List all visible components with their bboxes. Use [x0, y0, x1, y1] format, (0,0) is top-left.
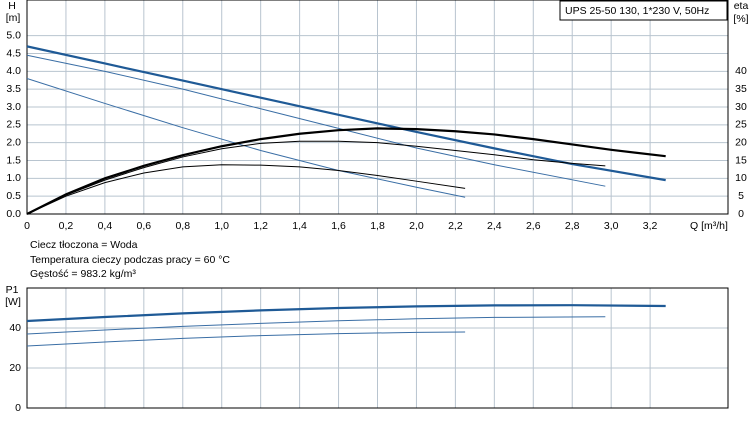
note: Ciecz tłoczona = Woda [30, 239, 138, 251]
y2-axis-label: eta [734, 0, 749, 12]
curve [26, 45, 666, 182]
x-tick-label: 1,2 [253, 220, 268, 232]
x-tick-label: 0,6 [137, 220, 152, 232]
x-tick-label: 3,2 [643, 220, 658, 232]
x-tick-label: 2,6 [526, 220, 541, 232]
curve [26, 164, 466, 215]
x-tick-label: 0 [24, 220, 30, 232]
curve [26, 54, 606, 187]
legend-box [559, 0, 728, 21]
y-tick-label: 0.0 [6, 208, 21, 220]
y-tick-label: 2.0 [6, 136, 21, 148]
y-tick-label: 4.0 [6, 65, 21, 77]
y-tick-label: 20 [9, 362, 21, 374]
x-tick-label: 2,8 [565, 220, 580, 232]
y-axis-unit: [W] [5, 296, 21, 308]
x-tick-label: 0,2 [59, 220, 74, 232]
y-tick-label: 5.0 [6, 29, 21, 41]
y-tick-label: 0 [15, 402, 21, 414]
y2-tick-label: 0 [738, 208, 744, 220]
x-tick-label: 1,4 [292, 220, 307, 232]
plot-border [26, 287, 729, 409]
y2-tick-label: 10 [735, 172, 747, 184]
curve [26, 304, 666, 323]
y-tick-label: 4.5 [6, 47, 21, 59]
y-tick-label: 3.0 [6, 101, 21, 113]
y-axis-label: H [8, 0, 16, 12]
y-tick-label: 40 [9, 322, 21, 334]
chart-title: UPS 25-50 130, 1*230 V, 50Hz [565, 5, 709, 17]
plot-border [26, 0, 729, 215]
y-axis-label: P1 [6, 284, 19, 296]
y-tick-label: 1.5 [6, 154, 21, 166]
curve [26, 140, 606, 215]
curve [26, 316, 606, 335]
x-tick-label: 0,4 [98, 220, 113, 232]
x-tick-label: 1,0 [214, 220, 229, 232]
y-axis-unit: [m] [6, 12, 21, 24]
y-tick-label: 2.5 [6, 119, 21, 131]
curve [26, 127, 666, 215]
curve [26, 77, 466, 198]
y2-tick-label: 30 [735, 101, 747, 113]
curve [26, 331, 466, 347]
y-tick-label: 0.5 [6, 190, 21, 202]
x-tick-label: 0,8 [175, 220, 190, 232]
x-tick-label: 2,2 [448, 220, 463, 232]
y2-tick-label: 25 [735, 119, 747, 131]
y2-axis-unit: [%] [733, 13, 748, 25]
note: Temperatura cieczy podczas pracy = 60 °C [30, 254, 230, 266]
x-tick-label: 1,6 [331, 220, 346, 232]
y-tick-label: 3.5 [6, 83, 21, 95]
y2-tick-label: 5 [738, 190, 744, 202]
x-axis-label: Q [m³/h] [690, 220, 728, 232]
y2-tick-label: 35 [735, 83, 747, 95]
y2-tick-label: 20 [735, 136, 747, 148]
y2-tick-label: 15 [735, 154, 747, 166]
x-tick-label: 2,4 [487, 220, 502, 232]
y-tick-label: 1.0 [6, 172, 21, 184]
note: Gęstość = 983.2 kg/m³ [30, 268, 136, 280]
y2-tick-label: 40 [735, 65, 747, 77]
x-tick-label: 2,0 [409, 220, 424, 232]
x-tick-label: 1,8 [370, 220, 385, 232]
x-tick-label: 3,0 [604, 220, 619, 232]
